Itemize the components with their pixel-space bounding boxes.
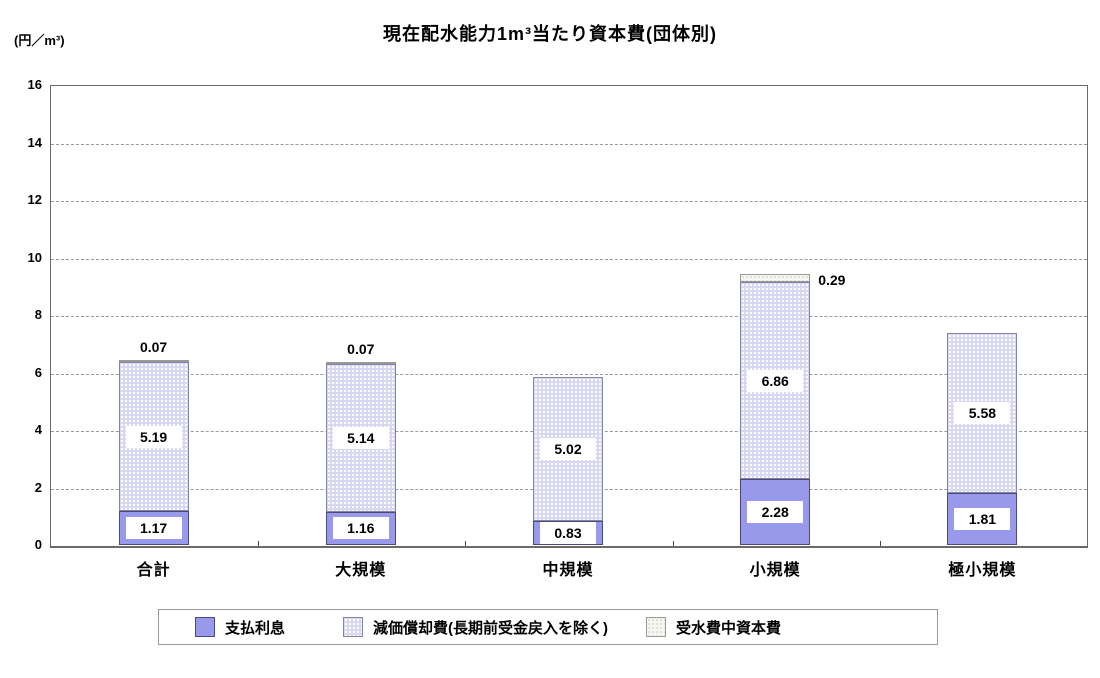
bar-value-label: 5.58: [954, 401, 1011, 424]
y-axis-tick-label: 16: [27, 77, 42, 92]
x-axis-category-label: 小規模: [749, 562, 801, 579]
y-axis-tick-label: 10: [27, 249, 42, 265]
bar-value-label: 1.17: [125, 517, 182, 540]
bar-value-label: 5.19: [125, 425, 182, 448]
legend-item-depreciation: 減価償却費(長期前受金戻入を除く): [343, 617, 608, 638]
y-axis-tick-label: 12: [27, 192, 42, 207]
bar-value-label: 0.83: [540, 522, 596, 545]
gridline: [51, 143, 1087, 145]
x-axis-category-label: 大規模: [335, 562, 387, 579]
y-axis-tick-label: 6: [34, 364, 42, 380]
x-axis-category-label: 中規模: [542, 562, 594, 579]
legend-label-purchased-water-capital: 受水費中資本費: [676, 619, 782, 637]
legend-item-interest: 支払利息: [195, 617, 285, 638]
y-axis-tick-label: 0: [34, 537, 42, 552]
bar-value-label: 5.14: [332, 426, 389, 449]
bar-value-label: 0.29: [818, 272, 846, 289]
gridline: [51, 201, 1087, 202]
legend: 支払利息 減価償却費(長期前受金戻入を除く) 受水費中資本費: [158, 609, 938, 645]
x-axis-tick: [258, 541, 260, 546]
x-axis-category-label: 合計: [136, 562, 171, 579]
bar-segment: [118, 360, 189, 363]
y-axis-unit-label: (円／m³): [14, 33, 65, 48]
legend-label-depreciation: 減価償却費(長期前受金戻入を除く): [373, 619, 609, 637]
bar-segment: [325, 361, 396, 364]
y-axis-tick-label: 14: [27, 134, 42, 150]
legend-swatch-purchased-water-capital: [646, 617, 667, 637]
x-axis-tick: [672, 541, 674, 546]
chart-title: 現在配水能力1m³当たり資本費(団体別): [383, 24, 717, 44]
x-axis-tick: [879, 541, 881, 546]
bar-value-label: 1.81: [954, 507, 1011, 530]
bar-value-label: 6.86: [747, 369, 804, 392]
bar-value-label: 0.07: [347, 340, 375, 357]
legend-swatch-depreciation: [343, 617, 364, 637]
bar-value-label: 2.28: [747, 501, 804, 524]
y-axis-tick-label: 8: [34, 307, 42, 322]
legend-label-interest-paid: 支払利息: [225, 619, 286, 637]
gridline: [51, 316, 1087, 317]
legend-item-purchased-water: 受水費中資本費: [646, 617, 781, 638]
gridline: [51, 373, 1087, 375]
gridline: [51, 258, 1087, 260]
bar-value-label: 1.16: [332, 517, 389, 540]
bar-value-label: 5.02: [540, 437, 596, 460]
bar-value-label: 0.07: [139, 339, 168, 356]
y-axis-tick-label: 4: [34, 422, 42, 437]
y-axis-tick-label: 2: [34, 479, 42, 495]
bar-segment: [740, 273, 811, 283]
x-axis-category-label: 極小規模: [948, 562, 1017, 579]
legend-swatch-interest-paid: [195, 617, 215, 637]
x-axis-tick: [465, 541, 467, 546]
